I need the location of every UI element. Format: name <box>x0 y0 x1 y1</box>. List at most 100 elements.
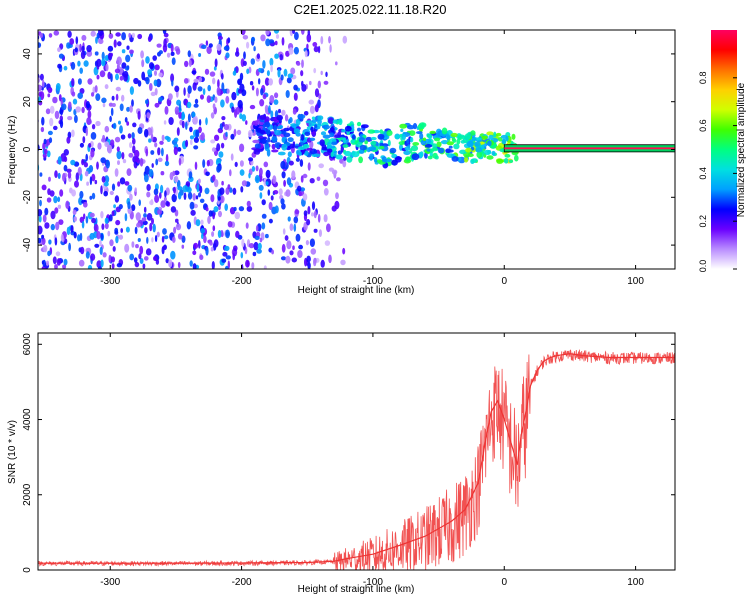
noise-speckle <box>306 219 311 226</box>
noise-speckle <box>284 114 289 122</box>
noise-speckle <box>101 51 105 61</box>
noise-speckle <box>273 30 280 34</box>
noise-speckle <box>177 186 183 191</box>
ridge-blob <box>304 150 309 156</box>
noise-speckle <box>100 185 103 195</box>
noise-speckle <box>216 143 221 152</box>
ridge-blob <box>370 140 377 146</box>
noise-speckle <box>285 255 291 264</box>
noise-speckle <box>171 79 174 87</box>
noise-speckle <box>210 139 216 144</box>
y-tick-label: 2000 <box>22 483 33 506</box>
noise-speckle <box>24 227 29 235</box>
noise-speckle <box>317 80 321 89</box>
noise-speckle <box>265 38 271 47</box>
noise-speckle <box>168 93 173 101</box>
noise-speckle <box>231 106 235 113</box>
colorbar-gradient <box>711 30 737 269</box>
noise-speckle <box>207 215 211 225</box>
noise-speckle <box>139 157 144 167</box>
noise-speckle <box>138 199 141 206</box>
noise-speckle <box>195 129 200 138</box>
ridge-blob <box>295 118 301 126</box>
noise-speckle <box>39 172 43 177</box>
noise-speckle <box>90 253 96 261</box>
noise-speckle <box>115 73 119 81</box>
noise-speckle <box>257 242 262 250</box>
noise-speckle <box>153 79 158 87</box>
noise-speckle <box>79 67 83 74</box>
noise-speckle <box>7 255 11 261</box>
noise-speckle <box>273 190 279 195</box>
noise-speckle <box>251 85 255 91</box>
noise-speckle <box>10 203 14 208</box>
noise-speckle <box>0 241 3 249</box>
noise-speckle <box>109 115 112 122</box>
noise-speckle <box>96 231 101 240</box>
ridge-blob <box>281 136 286 143</box>
noise-speckle <box>57 172 61 179</box>
noise-speckle <box>132 138 136 145</box>
noise-speckle <box>178 157 182 166</box>
ridge-blob <box>456 138 461 145</box>
noise-speckle <box>316 176 321 182</box>
noise-speckle <box>205 207 209 212</box>
noise-speckle <box>214 58 218 68</box>
y-tick-label: -20 <box>22 190 33 205</box>
noise-speckle <box>29 27 33 34</box>
noise-speckle <box>129 105 133 113</box>
noise-speckle <box>18 216 21 221</box>
ridge-blob <box>369 155 374 161</box>
noise-speckle <box>134 187 137 193</box>
noise-speckle <box>71 189 76 197</box>
noise-speckle <box>141 71 146 81</box>
noise-speckle <box>307 162 311 171</box>
noise-speckle <box>254 175 260 184</box>
noise-speckle <box>42 259 46 267</box>
noise-speckle <box>137 127 143 134</box>
noise-speckle <box>16 245 21 250</box>
noise-speckle <box>305 240 309 246</box>
spectrogram-y-axis: -40 -20 0 20 40 <box>22 48 675 252</box>
noise-speckle <box>48 137 53 144</box>
noise-speckle <box>114 168 119 177</box>
noise-speckle <box>43 148 48 155</box>
noise-speckle <box>47 87 53 94</box>
noise-speckle <box>293 223 297 232</box>
noise-speckle <box>214 96 218 103</box>
noise-speckle <box>53 195 58 204</box>
noise-speckle <box>200 132 205 141</box>
noise-speckle <box>278 188 283 196</box>
noise-speckle <box>59 189 64 197</box>
noise-speckle <box>186 221 192 230</box>
noise-speckle <box>83 201 88 208</box>
ridge-blob <box>314 124 318 129</box>
noise-speckle <box>221 180 224 186</box>
noise-speckle <box>212 225 216 232</box>
noise-speckle <box>259 192 263 199</box>
noise-speckle <box>0 149 1 154</box>
noise-speckle <box>178 103 182 112</box>
noise-speckle <box>210 246 214 252</box>
noise-speckle <box>90 132 97 140</box>
noise-speckle <box>149 200 154 206</box>
noise-speckle <box>120 134 126 140</box>
ridge-blob <box>287 151 292 158</box>
noise-speckle <box>154 142 158 148</box>
noise-speckle <box>81 34 87 41</box>
noise-speckle <box>85 153 88 162</box>
noise-speckle <box>270 64 273 73</box>
noise-speckle <box>320 70 323 76</box>
noise-speckle <box>181 120 185 129</box>
noise-speckle <box>6 243 9 252</box>
noise-speckle <box>240 186 244 193</box>
noise-speckle <box>225 229 231 239</box>
noise-speckle <box>249 81 254 86</box>
noise-speckle <box>126 106 131 112</box>
noise-speckle <box>86 117 92 126</box>
noise-speckle <box>160 184 164 194</box>
noise-speckle <box>43 244 48 253</box>
noise-speckle <box>75 36 79 45</box>
ridge-blob <box>323 151 330 157</box>
noise-speckle <box>285 50 290 57</box>
